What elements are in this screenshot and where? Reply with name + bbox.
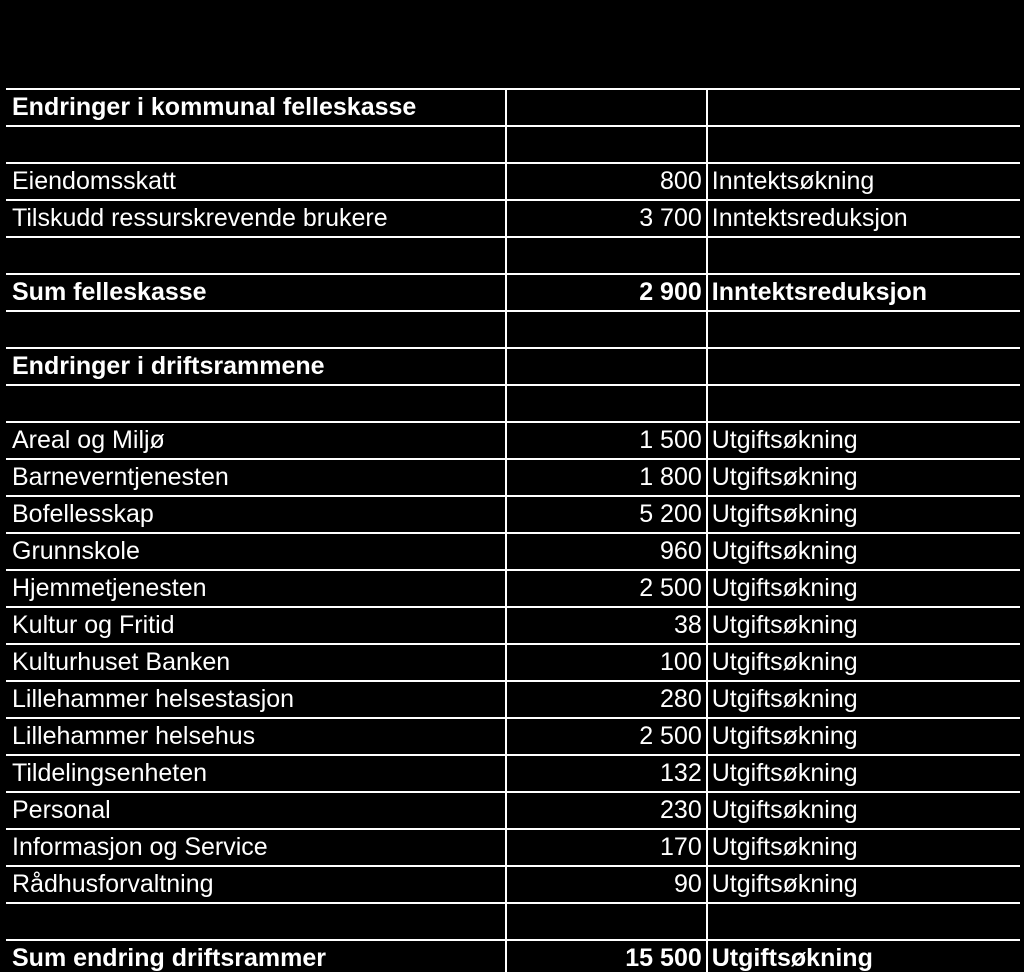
cell-label — [6, 126, 506, 163]
cell-label: Hjemmetjenesten — [6, 570, 506, 607]
cell-note — [707, 126, 1020, 163]
table-row — [6, 237, 1020, 274]
cell-label — [6, 237, 506, 274]
cell-note: Utgiftsøkning — [707, 829, 1020, 866]
table-row: Eiendomsskatt800Inntektsøkning — [6, 163, 1020, 200]
cell-note: Utgiftsøkning — [707, 607, 1020, 644]
cell-amount: 3 700 — [506, 200, 707, 237]
table-row: Endringer i kommunal felleskasse — [6, 89, 1020, 126]
table-row — [6, 126, 1020, 163]
cell-amount: 1 800 — [506, 459, 707, 496]
cell-amount: 2 500 — [506, 718, 707, 755]
cell-amount: 90 — [506, 866, 707, 903]
table-row: Barneverntjenesten1 800Utgiftsøkning — [6, 459, 1020, 496]
cell-amount: 5 200 — [506, 496, 707, 533]
cell-label: Bofellesskap — [6, 496, 506, 533]
cell-label: Tilskudd ressurskrevende brukere — [6, 200, 506, 237]
cell-label — [6, 385, 506, 422]
cell-amount: 230 — [506, 792, 707, 829]
cell-amount: 100 — [506, 644, 707, 681]
cell-label: Tildelingsenheten — [6, 755, 506, 792]
cell-label — [6, 903, 506, 940]
cell-note: Utgiftsøkning — [707, 496, 1020, 533]
cell-label: Areal og Miljø — [6, 422, 506, 459]
cell-note: Utgiftsøkning — [707, 866, 1020, 903]
cell-note — [707, 385, 1020, 422]
cell-label: Lillehammer helsehus — [6, 718, 506, 755]
cell-note — [707, 237, 1020, 274]
cell-note: Utgiftsøkning — [707, 681, 1020, 718]
cell-amount: 2 900 — [506, 274, 707, 311]
cell-note: Utgiftsøkning — [707, 459, 1020, 496]
table-row: Kultur og Fritid38Utgiftsøkning — [6, 607, 1020, 644]
cell-label: Personal — [6, 792, 506, 829]
cell-amount — [506, 89, 707, 126]
table-row: Sum endring driftsrammer15 500Utgiftsøkn… — [6, 940, 1020, 972]
cell-amount: 800 — [506, 163, 707, 200]
cell-note: Utgiftsøkning — [707, 422, 1020, 459]
table-row — [6, 311, 1020, 348]
cell-note — [707, 311, 1020, 348]
table-row: Areal og Miljø1 500Utgiftsøkning — [6, 422, 1020, 459]
cell-label: Grunnskole — [6, 533, 506, 570]
page: Endringer i kommunal felleskasse Eiendoms… — [0, 0, 1024, 972]
cell-label: Sum endring driftsrammer — [6, 940, 506, 972]
table-row: Endringer i driftsrammene — [6, 348, 1020, 385]
table-row: Kulturhuset Banken100Utgiftsøkning — [6, 644, 1020, 681]
cell-amount — [506, 385, 707, 422]
cell-label — [6, 311, 506, 348]
cell-note: Utgiftsøkning — [707, 570, 1020, 607]
cell-note: Utgiftsøkning — [707, 792, 1020, 829]
cell-amount — [506, 903, 707, 940]
cell-note: Utgiftsøkning — [707, 533, 1020, 570]
cell-note: Inntektsøkning — [707, 163, 1020, 200]
cell-note: Utgiftsøkning — [707, 755, 1020, 792]
table-row: Informasjon og Service170Utgiftsøkning — [6, 829, 1020, 866]
cell-amount: 960 — [506, 533, 707, 570]
cell-label: Kulturhuset Banken — [6, 644, 506, 681]
cell-note: Utgiftsøkning — [707, 940, 1020, 972]
cell-amount: 38 — [506, 607, 707, 644]
cell-label: Endringer i kommunal felleskasse — [6, 89, 506, 126]
table-row — [6, 385, 1020, 422]
cell-label: Eiendomsskatt — [6, 163, 506, 200]
table-row: Lillehammer helsestasjon280Utgiftsøkning — [6, 681, 1020, 718]
cell-label: Kultur og Fritid — [6, 607, 506, 644]
cell-label: Informasjon og Service — [6, 829, 506, 866]
table-row: Tilskudd ressurskrevende brukere3 700Inn… — [6, 200, 1020, 237]
cell-amount — [506, 311, 707, 348]
cell-note: Utgiftsøkning — [707, 718, 1020, 755]
cell-amount: 170 — [506, 829, 707, 866]
table-row — [6, 903, 1020, 940]
cell-amount — [506, 126, 707, 163]
cell-amount: 1 500 — [506, 422, 707, 459]
cell-label: Endringer i driftsrammene — [6, 348, 506, 385]
table-row: Hjemmetjenesten2 500Utgiftsøkning — [6, 570, 1020, 607]
cell-label: Barneverntjenesten — [6, 459, 506, 496]
cell-note — [707, 903, 1020, 940]
cell-label: Lillehammer helsestasjon — [6, 681, 506, 718]
table-row: Rådhusforvaltning90Utgiftsøkning — [6, 866, 1020, 903]
cell-label: Sum felleskasse — [6, 274, 506, 311]
cell-amount — [506, 237, 707, 274]
table-row: Bofellesskap5 200Utgiftsøkning — [6, 496, 1020, 533]
cell-amount: 280 — [506, 681, 707, 718]
table-row: Sum felleskasse2 900Inntektsreduksjon — [6, 274, 1020, 311]
table-row: Tildelingsenheten132Utgiftsøkning — [6, 755, 1020, 792]
table-row: Grunnskole960Utgiftsøkning — [6, 533, 1020, 570]
cell-note — [707, 89, 1020, 126]
cell-note — [707, 348, 1020, 385]
cell-amount: 15 500 — [506, 940, 707, 972]
cell-amount — [506, 348, 707, 385]
budget-table: Endringer i kommunal felleskasse Eiendoms… — [6, 88, 1020, 972]
cell-note: Inntektsreduksjon — [707, 274, 1020, 311]
cell-label: Rådhusforvaltning — [6, 866, 506, 903]
cell-note: Utgiftsøkning — [707, 644, 1020, 681]
table-row: Lillehammer helsehus2 500Utgiftsøkning — [6, 718, 1020, 755]
cell-note: Inntektsreduksjon — [707, 200, 1020, 237]
cell-amount: 132 — [506, 755, 707, 792]
table-row: Personal230Utgiftsøkning — [6, 792, 1020, 829]
cell-amount: 2 500 — [506, 570, 707, 607]
